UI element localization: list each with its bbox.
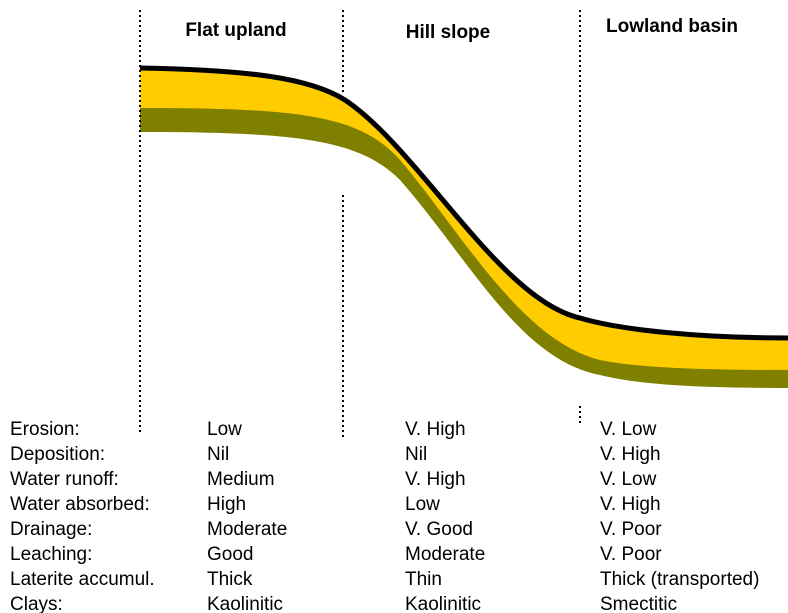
row-value: V. Good: [405, 519, 473, 540]
row-value: V. High: [600, 494, 661, 515]
row-value: Low: [207, 419, 242, 440]
row-value: Low: [405, 494, 440, 515]
row-value: V. High: [405, 419, 466, 440]
row-value: Nil: [207, 444, 229, 465]
row-label: Erosion:: [10, 419, 80, 440]
row-value: Thick: [207, 569, 253, 590]
row-value: V. High: [600, 444, 661, 465]
row-label: Laterite accumul.: [10, 569, 155, 590]
row-value: Medium: [207, 469, 275, 490]
row-label: Clays:: [10, 594, 63, 613]
row-value: Thick (transported): [600, 569, 759, 590]
zone-title: Flat upland: [185, 20, 286, 41]
row-value: Moderate: [405, 544, 485, 565]
row-value: Smectitic: [600, 594, 677, 613]
row-label: Leaching:: [10, 544, 92, 565]
row-value: V. Poor: [600, 544, 662, 565]
row-value: High: [207, 494, 246, 515]
row-value: Kaolinitic: [207, 594, 283, 613]
row-value: Kaolinitic: [405, 594, 481, 613]
row-value: Thin: [405, 569, 442, 590]
row-value: V. Low: [600, 469, 657, 490]
row-value: V. Low: [600, 419, 657, 440]
row-value: Moderate: [207, 519, 287, 540]
row-value: Good: [207, 544, 253, 565]
row-label: Water runoff:: [10, 469, 119, 490]
row-label: Water absorbed:: [10, 494, 150, 515]
row-value: V. High: [405, 469, 466, 490]
zone-title: Lowland basin: [606, 16, 738, 37]
row-value: V. Poor: [600, 519, 662, 540]
row-label: Deposition:: [10, 444, 105, 465]
row-value: Nil: [405, 444, 427, 465]
row-label: Drainage:: [10, 519, 92, 540]
zone-title: Hill slope: [406, 22, 490, 43]
diagram: Flat upland Hill slope Lowland basin Erosio…: [0, 0, 788, 613]
